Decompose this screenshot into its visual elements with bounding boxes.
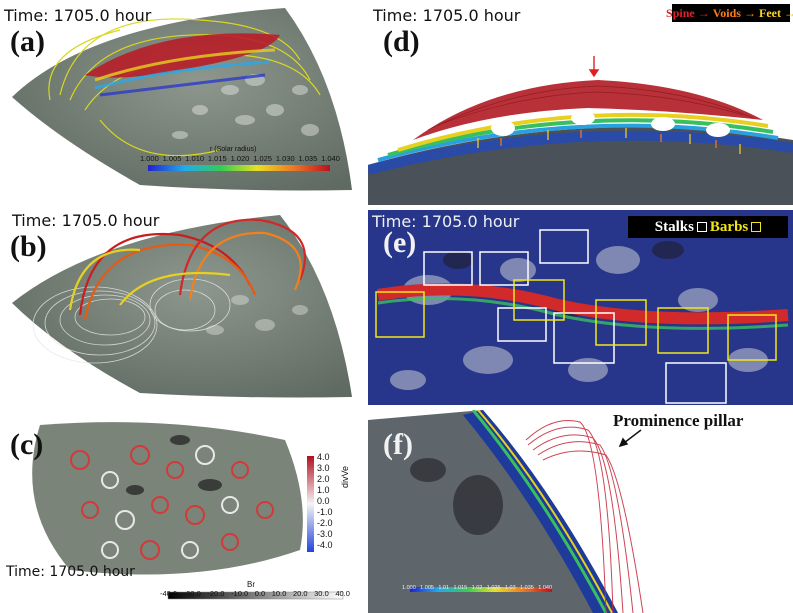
legend-d: Spine → Voids → Feet → [666, 4, 793, 22]
panel-a-figure [12, 8, 352, 191]
tick: 1.01 [438, 585, 450, 591]
tick: 1.015 [453, 585, 468, 591]
tick: 1.035 [298, 154, 318, 163]
colorbar-divve-gradient [307, 456, 314, 552]
colorbar-br-ticks: -40.0 -30.0 -20.0 -10.0 0.0 10.0 20.0 30… [160, 589, 350, 598]
time-label-a: Time: 1705.0 hour [4, 6, 152, 25]
tick: 1.005 [162, 154, 182, 163]
arrows-voids [500, 130, 717, 148]
pillar-arrow [618, 429, 642, 448]
tick: 1.035 [520, 585, 534, 591]
panel-label-c: (c) [10, 428, 44, 461]
prominence-pillar-label: Prominence pillar [613, 411, 744, 430]
colorbar-f-ticks: 1.000 1.005 1.01 1.015 1.02 1.025 1.03 1… [402, 585, 552, 591]
colorbar-f-gradient [410, 587, 552, 592]
tick: 1.010 [185, 154, 205, 163]
divve-structures [70, 445, 274, 560]
arrow-spine [588, 56, 600, 78]
tick: 3.0 [317, 463, 330, 473]
legend-feet-label: Feet [758, 5, 781, 20]
legend-barbs-label: Barbs [709, 218, 749, 235]
time-label-c: Time: 1705.0 hour [6, 564, 135, 580]
panel-label-e: (e) [383, 226, 417, 259]
tick: 1.000 [140, 154, 159, 163]
tick: 4.0 [317, 452, 330, 462]
time-label-b: Time: 1705.0 hour [12, 211, 160, 230]
colorbar-divve-ticks: 4.0 3.0 2.0 1.0 0.0 -1.0 -2.0 -3.0 -4.0 [317, 452, 333, 550]
tick: -10.0 [231, 589, 249, 598]
tick: -30.0 [183, 589, 201, 598]
tick: -4.0 [317, 540, 333, 550]
tick: 10.0 [271, 589, 287, 598]
panel-f-figure [368, 410, 793, 613]
tick: 1.030 [275, 154, 295, 163]
stalk-box-icon [696, 222, 707, 232]
solar-surface-patch [12, 8, 352, 191]
arrows-feet [477, 128, 741, 154]
panel-d-figure [368, 0, 793, 205]
tick: 40.0 [335, 589, 350, 598]
barb-box-icon [751, 222, 762, 232]
prominence-spine [377, 283, 789, 325]
tick: 0.0 [254, 589, 266, 598]
tick: 1.0 [317, 485, 330, 495]
colorbar-a-gradient [148, 165, 330, 171]
tick: -1.0 [317, 507, 333, 517]
tick: -3.0 [317, 529, 333, 539]
panel-b-figure [12, 215, 352, 398]
tick: -40.0 [160, 589, 178, 598]
tick: 1.025 [486, 585, 501, 591]
panel-label-f: (f) [383, 428, 413, 461]
tick: 1.040 [321, 154, 340, 163]
prominence-spine [85, 33, 280, 78]
flux-rope-lines [68, 218, 307, 321]
panel-label-d: (d) [383, 25, 420, 58]
colorbar-a-ticks: 1.000 1.005 1.010 1.015 1.020 1.025 1.03… [140, 154, 340, 163]
tick: 1.020 [230, 154, 250, 163]
colorbar-br-gradient [167, 591, 344, 600]
voids [491, 111, 730, 137]
colorbar-br-title: Br [247, 580, 255, 589]
arrow-icon: → [783, 5, 793, 20]
barb-boxes [375, 279, 777, 361]
tick: 1.02 [471, 585, 483, 591]
tick: 0.0 [317, 496, 330, 506]
prominence-pillar [525, 420, 644, 613]
tick: -2.0 [317, 518, 333, 528]
legend-stalks-label: Stalks [654, 218, 694, 235]
solar-surface-patch [32, 422, 303, 575]
arrow-icon: → [743, 5, 756, 20]
tick: 1.005 [420, 585, 434, 591]
panel-e-figure [368, 210, 793, 405]
legend-spine-label: Spine [666, 5, 695, 20]
panel-c-figure [32, 422, 344, 600]
legend-e: Stalks Barbs [628, 216, 788, 238]
tick: 1.015 [207, 154, 227, 163]
tick: 30.0 [314, 589, 329, 598]
panel-label-b: (b) [10, 230, 47, 263]
solar-surface-patch [12, 215, 352, 398]
tick: 1.03 [504, 585, 516, 591]
tick: 1.000 [402, 585, 416, 591]
tick: 20.0 [292, 589, 308, 598]
stalk-boxes [423, 229, 727, 404]
tick: 1.025 [253, 154, 272, 163]
tick: -20.0 [207, 589, 225, 598]
tick: 1.040 [538, 585, 552, 591]
time-label-e: Time: 1705.0 hour [372, 212, 520, 231]
panel-label-a: (a) [10, 25, 45, 58]
time-label-d: Time: 1705.0 hour [373, 6, 521, 25]
legend-voids-label: Voids [712, 5, 741, 20]
tick: 2.0 [317, 474, 330, 484]
colorbar-a-title: r (Solar radius) [210, 146, 257, 153]
arrow-icon: → [697, 5, 710, 20]
colorbar-divve-title: divVe [340, 465, 350, 488]
